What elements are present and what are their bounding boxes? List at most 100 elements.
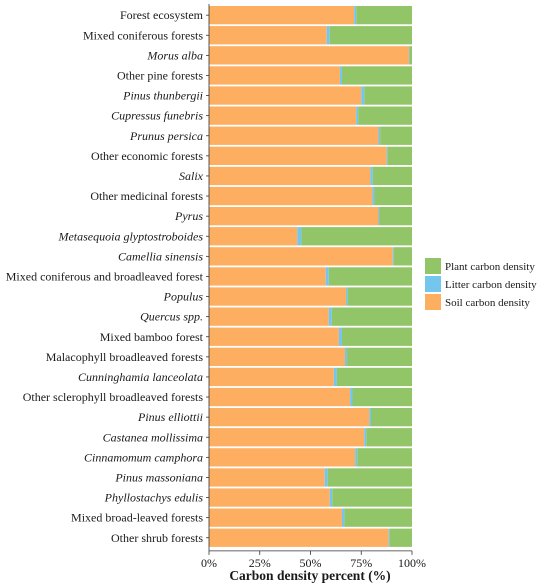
bar-segment-litter-carbon-density-populus — [346, 287, 348, 306]
category-label-salix: Salix — [179, 169, 204, 183]
bar-segment-soil-carbon-density-pinus-massoniana — [209, 468, 325, 487]
bar-segment-soil-carbon-density-other-pine-forests — [209, 66, 340, 85]
bar-segment-soil-carbon-density-forest-ecosystem — [209, 6, 355, 25]
bar-segment-plant-carbon-density-pyrus — [379, 207, 412, 226]
category-label-forest-ecosystem: Forest ecosystem — [120, 8, 204, 22]
bar-segment-soil-carbon-density-other-shrub-forests — [209, 528, 389, 547]
bar-segment-litter-carbon-density-pinus-massoniana — [324, 468, 328, 487]
bar-segment-litter-carbon-density-cinnamomum-camphora — [355, 448, 358, 467]
category-label-castanea-mollissima: Castanea mollissima — [103, 430, 203, 444]
bar-segment-soil-carbon-density-quercus-spp — [209, 307, 329, 326]
bar-segment-plant-carbon-density-other-sclerophyll-broadleaved-forests — [352, 387, 412, 407]
category-label-populus: Populus — [163, 290, 204, 304]
category-label-other-pine-forests: Other pine forests — [117, 68, 203, 82]
bar-segment-soil-carbon-density-pinus-thunbergii — [209, 86, 362, 105]
bar-segment-plant-carbon-density-other-economic-forests — [387, 146, 412, 165]
bar-segment-plant-carbon-density-mixed-coniferous-and-broadleaved-forest — [328, 267, 412, 286]
bar-segment-litter-carbon-density-mixed-coniferous-forests — [326, 26, 330, 45]
bar-segment-plant-carbon-density-quercus-spp — [331, 307, 412, 326]
category-label-mixed-coniferous-forests: Mixed coniferous forests — [83, 28, 203, 42]
bar-segment-soil-carbon-density-mixed-coniferous-and-broadleaved-forest — [209, 267, 326, 286]
bar-segment-litter-carbon-density-pinus-thunbergii — [361, 86, 365, 105]
x-tick-label: 50% — [300, 556, 322, 570]
bar-segment-plant-carbon-density-cupressus-funebris — [358, 106, 412, 125]
bar-segment-plant-carbon-density-other-shrub-forests — [389, 528, 412, 547]
bar-segment-soil-carbon-density-other-medicinal-forests — [209, 186, 373, 206]
bar-segment-soil-carbon-density-mixed-coniferous-forests — [209, 26, 327, 45]
x-tick-label: 75% — [350, 556, 372, 570]
bar-segment-litter-carbon-density-other-economic-forests — [386, 146, 388, 165]
bar-segment-litter-carbon-density-metasequoia-glyptostroboides — [297, 227, 302, 246]
bar-segment-litter-carbon-density-salix — [370, 166, 373, 186]
bar-segment-plant-carbon-density-phyllostachys-edulis — [332, 488, 412, 507]
bar-segment-plant-carbon-density-forest-ecosystem — [356, 6, 412, 25]
bar-segment-litter-carbon-density-quercus-spp — [328, 307, 332, 326]
legend: Plant carbon density Litter carbon densit… — [425, 258, 537, 310]
category-label-mixed-bamboo-forest: Mixed bamboo forest — [100, 330, 204, 344]
category-label-prunus-persica: Prunus persica — [129, 129, 203, 143]
bar-segment-litter-carbon-density-mixed-broad-leaved-forests — [341, 508, 345, 527]
bar-segment-plant-carbon-density-other-medicinal-forests — [374, 186, 412, 206]
category-label-other-economic-forests: Other economic forests — [91, 149, 203, 163]
bar-segment-litter-carbon-density-other-pine-forests — [339, 66, 342, 85]
bar-segment-soil-carbon-density-cunninghamia-lanceolata — [209, 367, 334, 387]
bar-segment-plant-carbon-density-other-pine-forests — [341, 66, 412, 85]
legend-swatch-plant-carbon-density — [425, 258, 441, 274]
legend-label-litter-carbon-density: Litter carbon density — [445, 279, 537, 291]
bar-segment-soil-carbon-density-populus — [209, 287, 347, 306]
bar-segment-soil-carbon-density-mixed-bamboo-forest — [209, 327, 339, 346]
bar-segment-soil-carbon-density-metasequoia-glyptostroboides — [209, 227, 298, 246]
bar-segment-litter-carbon-density-phyllostachys-edulis — [329, 488, 333, 507]
x-tick-label: 0% — [201, 556, 217, 570]
x-tick-label: 100% — [398, 556, 426, 570]
bar-segment-soil-carbon-density-cinnamomum-camphora — [209, 448, 356, 467]
bar-segment-soil-carbon-density-mixed-broad-leaved-forests — [209, 508, 342, 527]
bar-segment-plant-carbon-density-metasequoia-glyptostroboides — [301, 227, 412, 246]
bar-segment-litter-carbon-density-pyrus — [378, 207, 380, 226]
bar-segment-litter-carbon-density-cunninghamia-lanceolata — [333, 367, 337, 387]
bar-segment-soil-carbon-density-other-economic-forests — [209, 146, 387, 165]
bar-segment-plant-carbon-density-cunninghamia-lanceolata — [336, 367, 412, 387]
bar-segment-soil-carbon-density-pyrus — [209, 207, 379, 226]
bar-segment-litter-carbon-density-mixed-bamboo-forest — [338, 327, 342, 346]
bar-segment-litter-carbon-density-other-shrub-forests — [388, 528, 390, 547]
category-label-cunninghamia-lanceolata: Cunninghamia lanceolata — [78, 370, 203, 384]
bar-segment-soil-carbon-density-castanea-mollissima — [209, 428, 365, 447]
bar-segment-plant-carbon-density-salix — [372, 166, 412, 186]
bar-segment-litter-carbon-density-malacophyll-broadleaved-forests — [345, 347, 348, 366]
category-label-pinus-thunbergii: Pinus thunbergii — [122, 89, 203, 103]
legend-swatch-litter-carbon-density — [425, 276, 441, 292]
category-label-metasequoia-glyptostroboides: Metasequoia glyptostroboides — [57, 229, 203, 243]
bar-segment-plant-carbon-density-pinus-thunbergii — [364, 86, 412, 105]
bar-segment-soil-carbon-density-other-sclerophyll-broadleaved-forests — [209, 387, 351, 407]
bar-segment-plant-carbon-density-camellia-sinensis — [393, 247, 412, 266]
bar-segment-soil-carbon-density-camellia-sinensis — [209, 247, 393, 266]
bar-segment-litter-carbon-density-mixed-coniferous-and-broadleaved-forest — [325, 267, 329, 286]
category-label-morus-alba: Morus alba — [146, 48, 203, 62]
bar-segment-plant-carbon-density-castanea-mollissima — [366, 428, 412, 447]
bar-segment-plant-carbon-density-prunus-persica — [380, 126, 412, 145]
bar-segment-soil-carbon-density-cupressus-funebris — [209, 106, 357, 125]
category-labels: Forest ecosystem Mixed coniferous forests… — [6, 8, 204, 545]
legend-label-plant-carbon-density: Plant carbon density — [445, 261, 535, 273]
category-label-other-sclerophyll-broadleaved-forests: Other sclerophyll broadleaved forests — [23, 390, 204, 404]
category-label-malacophyll-broadleaved-forests: Malacophyll broadleaved forests — [46, 350, 204, 364]
bar-segment-soil-carbon-density-morus-alba — [209, 46, 409, 65]
bar-segment-soil-carbon-density-prunus-persica — [209, 126, 379, 145]
bar-segment-soil-carbon-density-malacophyll-broadleaved-forests — [209, 347, 346, 366]
category-label-other-shrub-forests: Other shrub forests — [111, 531, 203, 545]
category-label-phyllostachys-edulis: Phyllostachys edulis — [104, 491, 204, 505]
bar-segment-litter-carbon-density-other-sclerophyll-broadleaved-forests — [350, 387, 353, 407]
bar-segment-plant-carbon-density-mixed-bamboo-forest — [341, 327, 412, 346]
bars — [209, 6, 412, 547]
x-axis-title: Carbon density percent (%) — [229, 568, 390, 583]
category-label-camellia-sinensis: Camellia sinensis — [118, 249, 203, 263]
category-label-cinnamomum-camphora: Cinnamomum camphora — [84, 450, 203, 464]
category-label-pinus-massoniana: Pinus massoniana — [114, 470, 203, 484]
category-label-pyrus: Pyrus — [174, 209, 203, 223]
x-axis: 0% 25% 50% 75% 100% — [201, 4, 426, 570]
bar-segment-litter-carbon-density-other-medicinal-forests — [372, 186, 375, 206]
bar-segment-litter-carbon-density-camellia-sinensis — [392, 247, 394, 266]
bar-segment-soil-carbon-density-phyllostachys-edulis — [209, 488, 330, 507]
